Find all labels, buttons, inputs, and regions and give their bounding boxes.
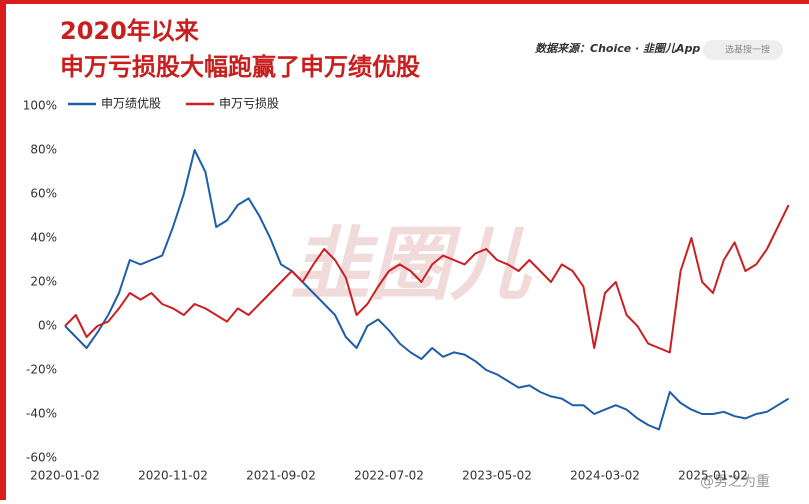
y-tick-label: 0%: [38, 319, 57, 333]
legend-label: 申万亏损股: [219, 97, 279, 111]
accent-bar: [0, 0, 6, 500]
x-tick-label: 2024-03-02: [570, 469, 640, 483]
title-line: 2020年以来: [60, 17, 200, 45]
y-tick-label: 20%: [30, 275, 57, 289]
x-tick-label: 2025-01-02: [678, 469, 748, 483]
source: 数据来源：Choice · 韭圈儿App: [535, 42, 700, 55]
search-text[interactable]: 选基搜一搜: [725, 44, 770, 56]
series-line: [64, 149, 790, 431]
y-tick-label: 60%: [30, 187, 57, 201]
x-tick-label: 2020-01-02: [30, 469, 100, 483]
x-tick-label: 2021-09-02: [246, 469, 316, 483]
y-tick-label: -20%: [26, 363, 57, 377]
watermark: 韭圈儿: [290, 218, 533, 311]
series-line: [64, 204, 790, 354]
search-box[interactable]: [703, 40, 783, 60]
x-tick-label: 2020-11-02: [138, 469, 208, 483]
watermark: @男之为重: [700, 474, 770, 490]
title-line: 申万亏损股大幅跑赢了申万绩优股: [60, 53, 420, 81]
y-tick-label: -40%: [26, 407, 57, 421]
x-tick-label: 2022-07-02: [354, 469, 424, 483]
y-tick-label: 80%: [30, 143, 57, 157]
y-tick-label: 40%: [30, 231, 57, 245]
accent-top: [6, 0, 809, 4]
y-tick-label: -60%: [26, 451, 57, 465]
x-tick-label: 2023-05-02: [462, 469, 532, 483]
legend-label: 申万绩优股: [101, 97, 161, 111]
y-tick-label: 100%: [23, 99, 57, 113]
